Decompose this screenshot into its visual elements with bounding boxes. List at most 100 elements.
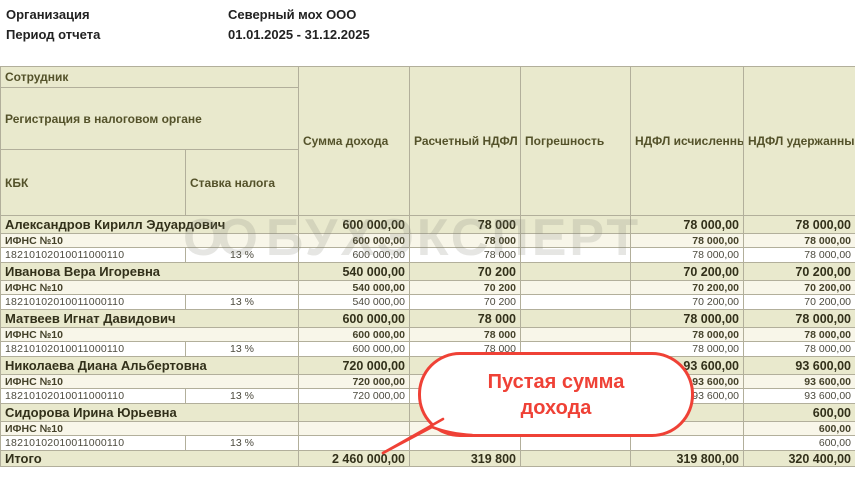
kbk-cell[interactable]: 18210102010011000110 xyxy=(0,247,186,263)
accrued-tax-cell[interactable]: 78 000,00 xyxy=(630,247,744,263)
accrued-tax-cell[interactable]: 70 200,00 xyxy=(630,280,744,295)
kbk-row[interactable]: 18210102010011000110 13 % 540 000,00 70 … xyxy=(0,294,855,310)
ifns-name-cell[interactable]: ИФНС №10 xyxy=(0,374,299,389)
col-header-calc-tax: Расчетный НДФЛ xyxy=(409,66,521,216)
ifns-name-cell[interactable]: ИФНС №10 xyxy=(0,327,299,342)
calc-tax-cell[interactable]: 78 000 xyxy=(409,215,521,234)
calc-tax-cell[interactable]: 78 000 xyxy=(409,309,521,328)
ifns-row[interactable]: ИФНС №10 540 000,00 70 200 70 200,00 70 … xyxy=(0,280,855,295)
income-cell[interactable]: 540 000,00 xyxy=(298,294,410,310)
col-header-registration: Регистрация в налоговом органе xyxy=(0,87,299,150)
error-cell[interactable] xyxy=(520,247,631,263)
tax-rate-cell[interactable]: 13 % xyxy=(185,247,299,263)
withheld-tax-cell[interactable]: 78 000,00 xyxy=(743,327,855,342)
callout-text-line1: Пустая сумма xyxy=(487,371,625,393)
error-total-cell[interactable] xyxy=(520,450,631,467)
kbk-row[interactable]: 18210102010011000110 13 % 600 000,00 78 … xyxy=(0,247,855,263)
income-cell[interactable] xyxy=(298,421,410,436)
accrued-tax-cell[interactable]: 78 000,00 xyxy=(630,309,744,328)
income-cell[interactable]: 600 000,00 xyxy=(298,215,410,234)
withheld-tax-total-cell[interactable]: 320 400,00 xyxy=(743,450,855,467)
calc-tax-cell[interactable]: 70 200 xyxy=(409,280,521,295)
income-cell[interactable] xyxy=(298,403,410,422)
withheld-tax-cell[interactable]: 78 000,00 xyxy=(743,309,855,328)
ifns-name-cell[interactable]: ИФНС №10 xyxy=(0,280,299,295)
withheld-tax-cell[interactable]: 78 000,00 xyxy=(743,215,855,234)
kbk-row[interactable]: 18210102010011000110 13 % 600,00 xyxy=(0,435,855,451)
income-cell[interactable]: 600 000,00 xyxy=(298,341,410,357)
withheld-tax-cell[interactable]: 93 600,00 xyxy=(743,388,855,404)
error-cell[interactable] xyxy=(520,327,631,342)
withheld-tax-cell[interactable]: 600,00 xyxy=(743,421,855,436)
error-cell[interactable] xyxy=(520,435,631,451)
withheld-tax-cell[interactable]: 93 600,00 xyxy=(743,374,855,389)
withheld-tax-cell[interactable]: 70 200,00 xyxy=(743,294,855,310)
income-cell[interactable]: 720 000,00 xyxy=(298,374,410,389)
income-cell[interactable] xyxy=(298,435,410,451)
error-cell[interactable] xyxy=(520,233,631,248)
withheld-tax-cell[interactable]: 78 000,00 xyxy=(743,247,855,263)
calc-tax-cell[interactable] xyxy=(409,435,521,451)
withheld-tax-cell[interactable]: 70 200,00 xyxy=(743,280,855,295)
calc-tax-cell[interactable]: 70 200 xyxy=(409,294,521,310)
tax-rate-cell[interactable]: 13 % xyxy=(185,435,299,451)
income-cell[interactable]: 720 000,00 xyxy=(298,356,410,375)
calc-tax-cell[interactable]: 78 000 xyxy=(409,327,521,342)
employee-row[interactable]: Матвеев Игнат Давидович 600 000,00 78 00… xyxy=(0,309,855,328)
accrued-tax-cell[interactable]: 78 000,00 xyxy=(630,233,744,248)
income-cell[interactable]: 600 000,00 xyxy=(298,309,410,328)
error-cell[interactable] xyxy=(520,262,631,281)
error-cell[interactable] xyxy=(520,309,631,328)
employee-name-cell[interactable]: Николаева Диана Альбертовна xyxy=(0,356,299,375)
withheld-tax-cell[interactable]: 70 200,00 xyxy=(743,262,855,281)
col-header-withheld-tax: НДФЛ удержанный xyxy=(743,66,855,216)
error-cell[interactable] xyxy=(520,215,631,234)
income-total-cell[interactable]: 2 460 000,00 xyxy=(298,450,410,467)
income-cell[interactable]: 540 000,00 xyxy=(298,262,410,281)
withheld-tax-cell[interactable]: 600,00 xyxy=(743,435,855,451)
income-cell[interactable]: 540 000,00 xyxy=(298,280,410,295)
accrued-tax-cell[interactable] xyxy=(630,435,744,451)
calc-tax-total-cell[interactable]: 319 800 xyxy=(409,450,521,467)
employee-name-cell[interactable]: Сидорова Ирина Юрьевна xyxy=(0,403,299,422)
kbk-cell[interactable]: 18210102010011000110 xyxy=(0,388,186,404)
employee-name-cell[interactable]: Матвеев Игнат Давидович xyxy=(0,309,299,328)
withheld-tax-cell[interactable]: 93 600,00 xyxy=(743,356,855,375)
ndfl-report-table: Сотрудник Сумма дохода Расчетный НДФЛ По… xyxy=(0,66,855,467)
ifns-name-cell[interactable]: ИФНС №10 xyxy=(0,421,299,436)
income-cell[interactable]: 600 000,00 xyxy=(298,233,410,248)
withheld-tax-cell[interactable]: 600,00 xyxy=(743,403,855,422)
tax-rate-cell[interactable]: 13 % xyxy=(185,388,299,404)
accrued-tax-total-cell[interactable]: 319 800,00 xyxy=(630,450,744,467)
withheld-tax-cell[interactable]: 78 000,00 xyxy=(743,341,855,357)
accrued-tax-cell[interactable]: 70 200,00 xyxy=(630,294,744,310)
employee-row[interactable]: Александров Кирилл Эдуардович 600 000,00… xyxy=(0,215,855,234)
accrued-tax-cell[interactable]: 78 000,00 xyxy=(630,327,744,342)
income-cell[interactable]: 600 000,00 xyxy=(298,247,410,263)
withheld-tax-cell[interactable]: 78 000,00 xyxy=(743,233,855,248)
employee-row[interactable]: Иванова Вера Игоревна 540 000,00 70 200 … xyxy=(0,262,855,281)
income-cell[interactable]: 600 000,00 xyxy=(298,327,410,342)
tax-rate-cell[interactable]: 13 % xyxy=(185,294,299,310)
calc-tax-cell[interactable]: 70 200 xyxy=(409,262,521,281)
total-row[interactable]: Итого 2 460 000,00 319 800 319 800,00 32… xyxy=(0,450,855,467)
accrued-tax-cell[interactable]: 78 000,00 xyxy=(630,215,744,234)
ifns-row[interactable]: ИФНС №10 600 000,00 78 000 78 000,00 78 … xyxy=(0,327,855,342)
employee-name-cell[interactable]: Иванова Вера Игоревна xyxy=(0,262,299,281)
calc-tax-cell[interactable]: 78 000 xyxy=(409,233,521,248)
error-cell[interactable] xyxy=(520,280,631,295)
error-cell[interactable] xyxy=(520,294,631,310)
ifns-name-cell[interactable]: ИФНС №10 xyxy=(0,233,299,248)
kbk-cell[interactable]: 18210102010011000110 xyxy=(0,435,186,451)
income-cell[interactable]: 720 000,00 xyxy=(298,388,410,404)
accrued-tax-cell[interactable]: 70 200,00 xyxy=(630,262,744,281)
ifns-row[interactable]: ИФНС №10 600 000,00 78 000 78 000,00 78 … xyxy=(0,233,855,248)
ifns-row[interactable]: ИФНС №10 600,00 xyxy=(0,421,855,436)
calc-tax-cell[interactable]: 78 000 xyxy=(409,247,521,263)
kbk-cell[interactable]: 18210102010011000110 xyxy=(0,341,186,357)
kbk-row[interactable]: 18210102010011000110 13 % 600 000,00 78 … xyxy=(0,341,855,357)
kbk-cell[interactable]: 18210102010011000110 xyxy=(0,294,186,310)
employee-name-cell[interactable]: Александров Кирилл Эдуардович xyxy=(0,215,299,234)
tax-rate-cell[interactable]: 13 % xyxy=(185,341,299,357)
